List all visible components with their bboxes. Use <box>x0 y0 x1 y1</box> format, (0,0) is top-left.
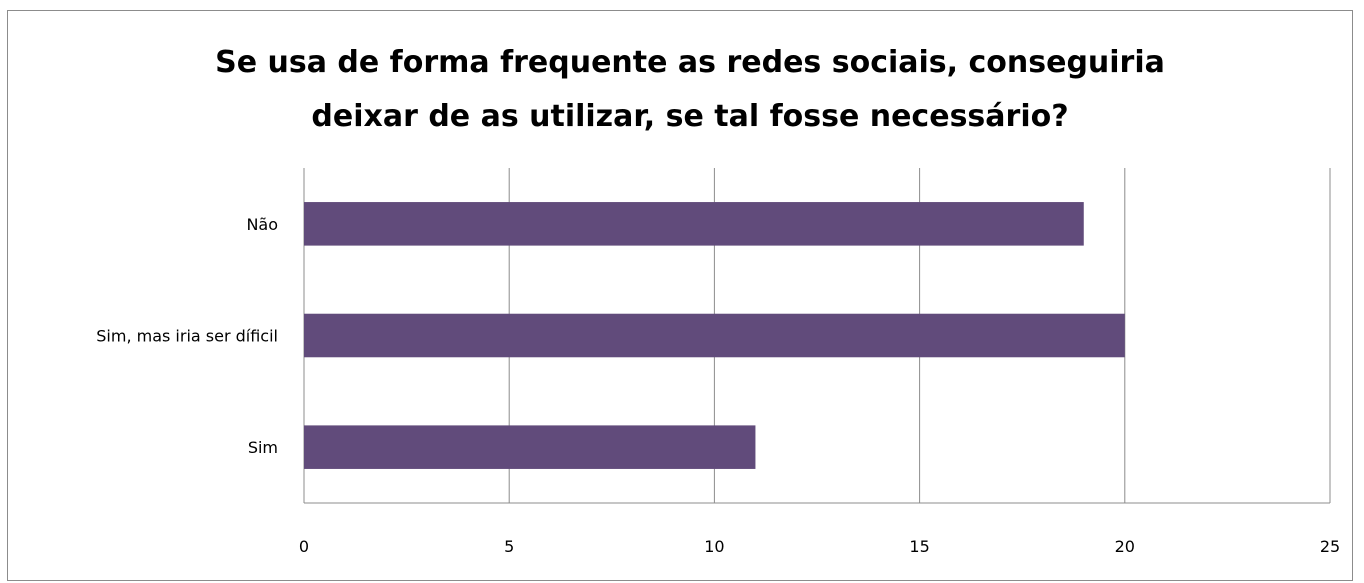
x-tick-label-25: 25 <box>1320 537 1340 556</box>
bar-2 <box>304 425 756 469</box>
category-label-0: Não <box>246 215 278 234</box>
x-tick-label-10: 10 <box>704 537 724 556</box>
bars <box>304 202 1125 469</box>
chart-frame <box>7 10 1353 581</box>
bar-1 <box>304 313 1125 358</box>
x-tick-label-5: 5 <box>504 537 514 556</box>
category-label-1: Sim, mas iria ser díficil <box>96 327 278 346</box>
chart-title-line-1: Se usa de forma frequente as redes socia… <box>215 45 1165 80</box>
category-labels: Não Sim, mas iria ser díficil Sim <box>96 215 278 457</box>
x-tick-labels: 0 5 10 15 20 25 <box>299 537 1340 556</box>
x-tick-label-15: 15 <box>909 537 929 556</box>
chart-title: Se usa de forma frequente as redes socia… <box>0 36 1364 144</box>
bar-0 <box>304 202 1084 246</box>
category-label-2: Sim <box>248 438 278 457</box>
x-tick-label-0: 0 <box>299 537 309 556</box>
x-tick-label-20: 20 <box>1115 537 1135 556</box>
chart-title-line-2: deixar de as utilizar, se tal fosse nece… <box>311 99 1069 134</box>
